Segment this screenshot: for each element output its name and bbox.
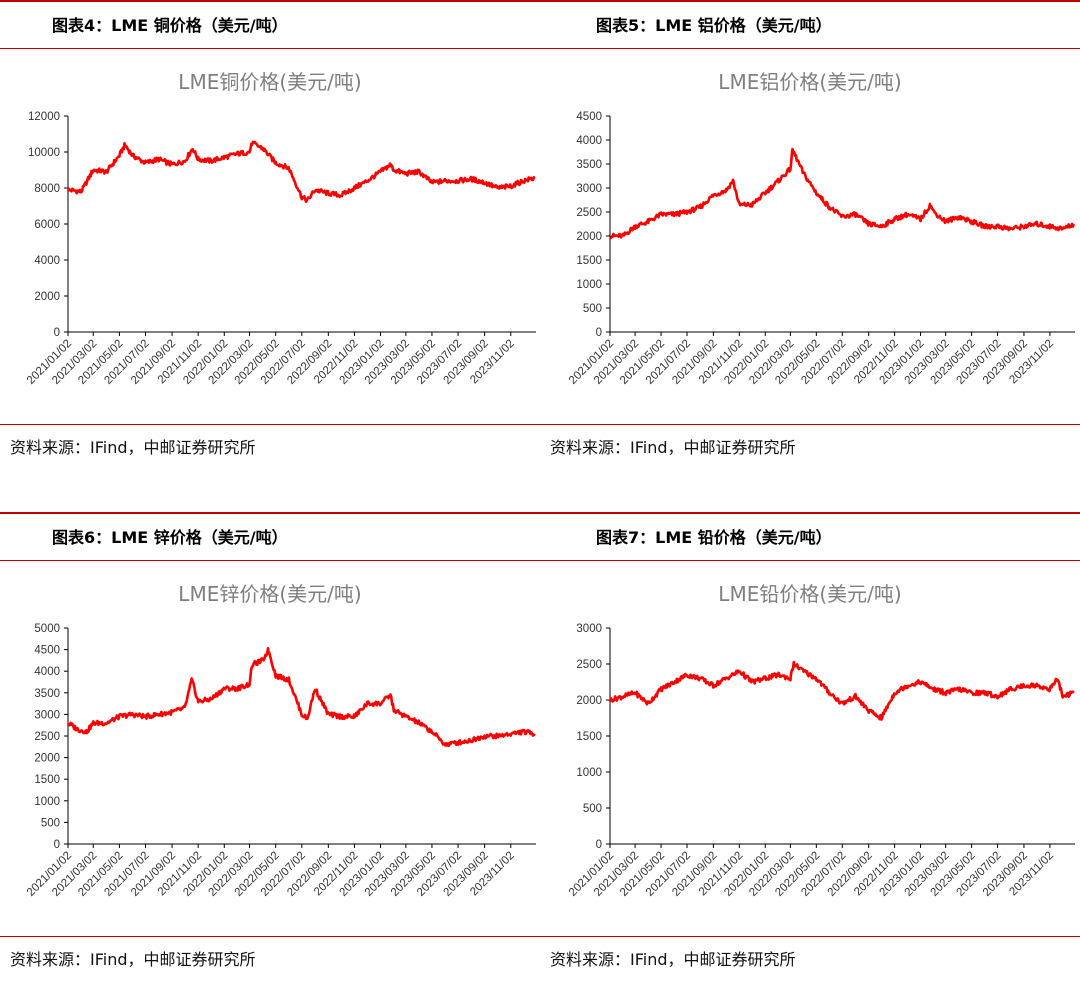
y-tick-label: 12000 [28, 111, 60, 123]
y-tick-label: 4000 [34, 255, 60, 267]
y-tick-label: 1000 [576, 767, 602, 779]
y-tick-label: 1500 [576, 255, 602, 267]
panel-header: 图表6：LME 锌价格（美元/吨） [0, 512, 540, 561]
panel-header: 图表5：LME 铝价格（美元/吨） [540, 0, 1080, 49]
y-tick-label: 2000 [576, 695, 602, 707]
lead-price-chart: 0500100015002000250030002021/01/022021/0… [567, 623, 1075, 899]
copper-price-chart: 0200040006000800010000120002021/01/02202… [25, 111, 536, 387]
y-tick-label: 1000 [576, 279, 602, 291]
y-tick-label: 3000 [576, 183, 602, 195]
chart-title: LME铝价格(美元/吨) [718, 70, 902, 94]
data-source: 资料来源：IFind，中邮证券研究所 [550, 438, 796, 457]
y-tick-label: 10000 [28, 147, 60, 159]
aluminum-price-chart: 0500100015002000250030003500400045002021… [567, 111, 1075, 387]
y-tick-label: 5000 [34, 623, 60, 635]
chart-panel-lead: 图表7：LME 铅价格（美元/吨） LME铅价格(美元/吨) 0 500 1000 1… [540, 512, 1080, 998]
price-series-line [66, 140, 536, 204]
source-divider [540, 936, 1080, 937]
panel-heading: 图表7：LME 铅价格（美元/吨） [596, 528, 832, 547]
y-tick-label: 3500 [34, 688, 60, 700]
panel-header: 图表4：LME 铜价格（美元/吨） [0, 0, 540, 49]
y-tick-label: 8000 [34, 183, 60, 195]
panel-heading: 图表4：LME 铜价格（美元/吨） [52, 16, 288, 35]
source-divider [0, 424, 540, 425]
y-tick-label: 3000 [576, 623, 602, 635]
panel-heading: 图表5：LME 铝价格（美元/吨） [596, 16, 832, 35]
chart-panel-zinc: 图表6：LME 锌价格（美元/吨） LME锌价格(美元/吨) 0 500 1000 1… [0, 512, 540, 998]
data-source: 资料来源：IFind，中邮证券研究所 [550, 950, 796, 969]
y-tick-label: 500 [41, 817, 60, 829]
panel-header: 图表7：LME 铅价格（美元/吨） [540, 512, 1080, 561]
y-tick-label: 3500 [576, 159, 602, 171]
y-tick-label: 4000 [576, 135, 602, 147]
y-tick-label: 0 [54, 327, 60, 339]
y-tick-label: 0 [54, 839, 60, 851]
data-source: 资料来源：IFind，中邮证券研究所 [10, 950, 256, 969]
y-tick-label: 1500 [34, 774, 60, 786]
y-tick-label: 2000 [34, 753, 60, 765]
y-tick-label: 1000 [34, 796, 60, 808]
y-tick-label: 1500 [576, 731, 602, 743]
chart-panel-aluminum: 图表5：LME 铝价格（美元/吨） LME铝价格(美元/吨) 0 500 1000 1… [540, 0, 1080, 486]
y-tick-label: 4000 [34, 666, 60, 678]
chart-title: LME铜价格(美元/吨) [178, 70, 362, 94]
price-series-line [608, 660, 1075, 721]
chart-title: LME锌价格(美元/吨) [178, 582, 362, 606]
price-series-line [609, 147, 1075, 240]
y-tick-label: 2000 [34, 291, 60, 303]
y-tick-label: 2000 [576, 231, 602, 243]
y-tick-label: 0 [596, 327, 602, 339]
panel-heading: 图表6：LME 锌价格（美元/吨） [52, 528, 288, 547]
y-tick-label: 3000 [34, 709, 60, 721]
price-series-line [67, 647, 536, 748]
y-tick-label: 2500 [576, 207, 602, 219]
y-tick-label: 500 [583, 303, 602, 315]
y-tick-label: 2500 [34, 731, 60, 743]
y-tick-label: 4500 [576, 111, 602, 123]
chart-panel-copper: 图表4：LME 铜价格（美元/吨） LME铜价格(美元/吨) 0 2000 4000… [0, 0, 540, 486]
y-tick-label: 500 [583, 803, 602, 815]
y-tick-label: 0 [596, 839, 602, 851]
data-source: 资料来源：IFind，中邮证券研究所 [10, 438, 256, 457]
source-divider [540, 424, 1080, 425]
y-tick-label: 2500 [576, 659, 602, 671]
chart-title: LME铅价格(美元/吨) [718, 582, 902, 606]
source-divider [0, 936, 540, 937]
zinc-price-chart: 0 500 1000 1500 2000 2500 3000 3500 4000 4500 5000… [25, 623, 536, 899]
y-tick-label: 6000 [34, 219, 60, 231]
y-tick-label: 4500 [34, 645, 60, 657]
